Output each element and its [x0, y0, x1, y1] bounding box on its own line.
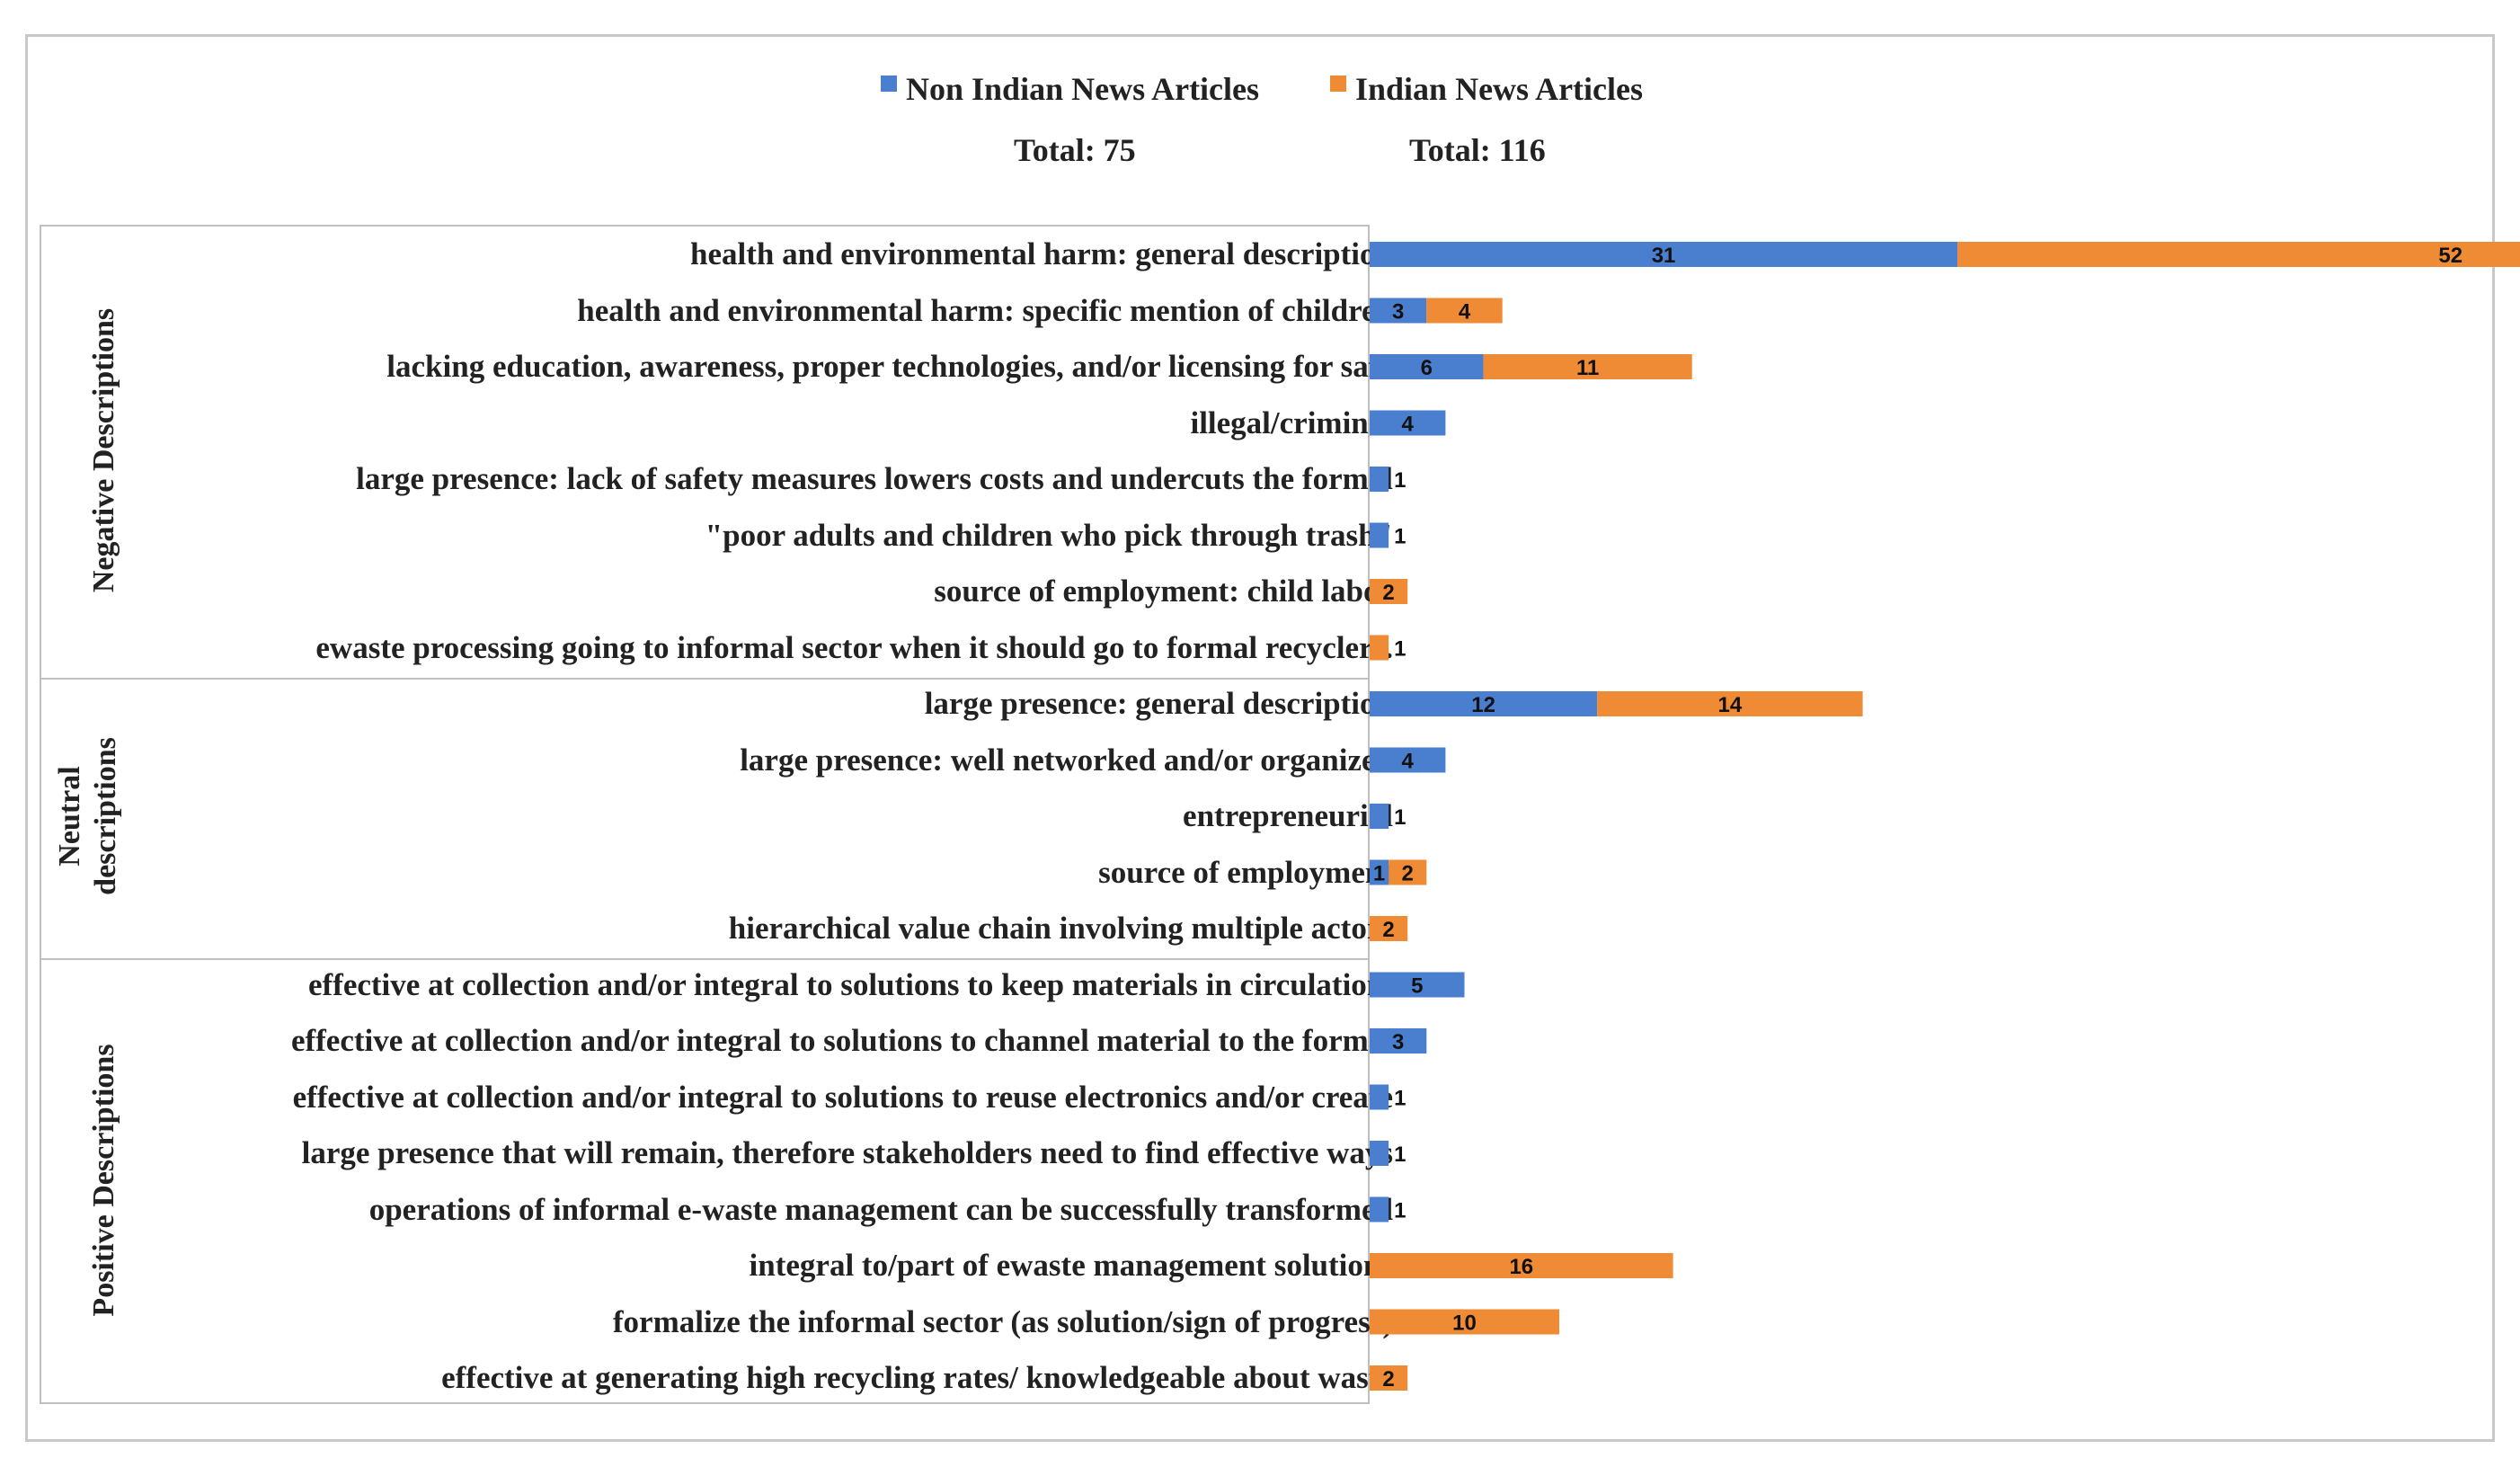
- bar-value-label: 31: [1652, 244, 1676, 268]
- category-label: effective at collection and/or integral …: [290, 1023, 1393, 1058]
- bar-value-label: 1: [1394, 1142, 1406, 1167]
- bar-indian: [1483, 354, 1692, 379]
- category-label: lacking education, awareness, proper tec…: [386, 349, 1393, 384]
- category-label: effective at generating high recycling r…: [441, 1360, 1393, 1395]
- bar-non-indian: [1370, 298, 1427, 324]
- bar-non-indian: [1370, 467, 1389, 492]
- bar-indian: [1597, 691, 1863, 716]
- bar-non-indian: [1370, 859, 1389, 885]
- category-label: operations of informal e-waste managemen…: [368, 1191, 1393, 1227]
- bar-indian: [1426, 298, 1503, 324]
- bar-non-indian: [1370, 972, 1465, 998]
- bar-non-indian: [1370, 354, 1484, 379]
- category-label: large presence that will remain, therefo…: [301, 1135, 1393, 1170]
- bar-value-label: 12: [1471, 693, 1495, 717]
- legend-total-non-indian: Total: 75: [1014, 132, 1136, 168]
- bar-value-label: 16: [1509, 1255, 1533, 1279]
- bar-indian: [1370, 1253, 1673, 1278]
- category-label: formalize the informal sector (as soluti…: [612, 1303, 1393, 1339]
- category-label: integral to/part of ewaste management so…: [749, 1248, 1393, 1283]
- bar-value-label: 2: [1382, 581, 1394, 605]
- group-label-line: Neutral: [53, 766, 86, 867]
- group-divider: [41, 958, 1368, 961]
- category-label: ewaste processing going to informal sect…: [315, 629, 1393, 665]
- bar-value-label: 1: [1394, 468, 1406, 493]
- bar-indian: [1370, 916, 1408, 941]
- group-label: Neutral descriptions: [52, 737, 124, 895]
- bar-value-label: 1: [1394, 1199, 1406, 1223]
- bar-value-label: 11: [1576, 356, 1599, 380]
- bar-indian: [1370, 635, 1389, 661]
- category-label-panel: [40, 225, 1370, 1404]
- bar-value-label: 6: [1421, 356, 1433, 380]
- category-label: hierarchical value chain involving multi…: [728, 911, 1393, 946]
- legend: Non Indian News Articles Indian News Art…: [0, 70, 2520, 115]
- bar-value-label: 3: [1392, 300, 1404, 325]
- bar-non-indian: [1370, 522, 1389, 548]
- legend-label-indian: Indian News Articles: [1355, 71, 1644, 107]
- group-label-line: descriptions: [89, 737, 122, 895]
- bar-non-indian: [1370, 410, 1446, 436]
- bar-non-indian: [1370, 747, 1446, 773]
- category-label: source of employment: child labor: [934, 573, 1393, 609]
- bar-value-label: 1: [1394, 637, 1406, 662]
- legend-swatch-non-indian: [881, 76, 897, 92]
- legend-swatch-indian: [1330, 76, 1346, 92]
- category-label: effective at collection and/or integral …: [292, 1079, 1393, 1115]
- category-label: health and environmental harm: general d…: [690, 236, 1393, 271]
- bar-indian: [1370, 579, 1408, 604]
- bar-value-label: 10: [1452, 1311, 1477, 1336]
- legend-item-non-indian: Non Indian News Articles: [881, 70, 1259, 108]
- bar-non-indian: [1370, 1084, 1389, 1110]
- group-divider: [41, 677, 1368, 680]
- bar-value-label: 5: [1411, 974, 1423, 999]
- bar-value-label: 1: [1394, 1087, 1406, 1111]
- bar-value-label: 52: [2438, 244, 2462, 268]
- bar-non-indian: [1370, 1028, 1427, 1054]
- bar-non-indian: [1370, 691, 1598, 716]
- category-label: effective at collection and/or integral …: [307, 966, 1393, 1002]
- bar-value-label: 3: [1392, 1030, 1404, 1054]
- bar-indian: [1389, 859, 1427, 885]
- bar-non-indian: [1370, 804, 1389, 829]
- bar-value-label: 2: [1402, 862, 1414, 886]
- category-label: source of employment: [1098, 854, 1393, 890]
- category-label: "poor adults and children who pick throu…: [705, 517, 1393, 553]
- bar-value-label: 4: [1459, 300, 1471, 325]
- bar-indian: [1370, 1365, 1408, 1391]
- legend-label-non-indian: Non Indian News Articles: [906, 71, 1260, 107]
- bar-non-indian: [1370, 242, 1958, 267]
- bar-non-indian: [1370, 1196, 1389, 1222]
- bar-indian: [1957, 242, 2520, 267]
- bar-value-label: 1: [1394, 805, 1406, 830]
- bar-value-label: 1: [1373, 862, 1385, 886]
- bar-value-label: 2: [1382, 1367, 1394, 1391]
- group-label: Positive Descriptions: [87, 1044, 120, 1317]
- bar-value-label: 2: [1382, 918, 1394, 942]
- category-label: illegal/criminal: [1190, 405, 1393, 440]
- bar-indian: [1370, 1309, 1559, 1335]
- group-label: Negative Descriptions: [87, 307, 120, 593]
- category-label: entrepreneurial: [1183, 798, 1393, 833]
- bar-value-label: 1: [1394, 525, 1406, 549]
- legend-total-indian: Total: 116: [1409, 132, 1546, 168]
- bar-value-label: 4: [1402, 413, 1415, 437]
- category-label: large presence: well networked and/or or…: [740, 742, 1393, 778]
- legend-item-indian: Indian News Articles: [1330, 70, 1643, 108]
- bar-value-label: 14: [1718, 693, 1743, 717]
- bar-value-label: 4: [1402, 750, 1415, 774]
- category-label: large presence: lack of safety measures …: [356, 461, 1393, 496]
- category-label: large presence: general description: [924, 686, 1393, 721]
- bar-non-indian: [1370, 1141, 1389, 1166]
- category-label: health and environmental harm: specific …: [577, 292, 1393, 328]
